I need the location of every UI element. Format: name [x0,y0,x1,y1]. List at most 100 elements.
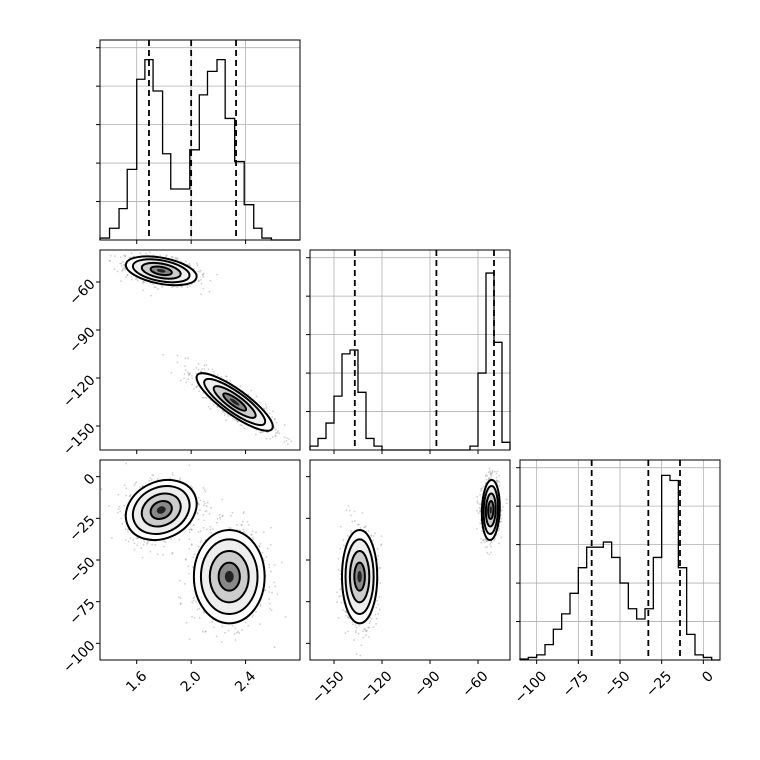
scatter-point [270,609,273,612]
scatter-point [345,611,348,614]
scatter-point [179,379,182,382]
scatter-point [205,397,208,399]
scatter-point [170,538,172,541]
scatter-point [491,471,494,474]
scatter-point [494,537,496,540]
scatter-point [133,542,136,545]
scatter-point [265,556,268,558]
scatter-point [242,511,245,513]
scatter-point [496,479,498,482]
joint-content [100,251,293,445]
scatter-point [201,368,203,370]
scatter-point [165,255,167,258]
scatter-point [489,543,492,545]
scatter-point [379,544,382,547]
scatter-point [140,547,143,550]
joint-panel-p0-p2 [99,459,301,661]
scatter-point [244,621,247,624]
scatter-point [273,564,276,566]
scatter-point [188,262,191,265]
scatter-point [108,504,111,507]
scatter-point [198,280,200,282]
scatter-point [192,597,195,600]
scatter-point [235,631,238,634]
scatter-point [353,639,355,641]
contour-line [131,485,191,536]
scatter-point [273,646,276,649]
scatter-point [270,526,272,529]
histogram-p0 [99,58,300,241]
scatter-point [200,293,202,296]
scatter-point [120,280,123,282]
scatter-point [363,526,366,529]
scatter-point [110,537,113,539]
scatter-point [183,373,186,376]
scatter-point [372,539,375,542]
scatter-point [198,617,201,619]
scatter-point [361,511,364,514]
scatter-point [195,372,198,375]
scatter-point [480,537,483,540]
scatter-point [247,523,250,526]
scatter-point [234,639,237,641]
scatter-point [210,532,213,534]
scatter-point [129,495,131,498]
scatter-point [204,630,207,633]
scatter-point [246,618,248,621]
scatter-point [222,514,224,517]
scatter-point [275,432,277,434]
scatter-point [372,535,375,537]
scatter-point [367,636,370,638]
scatter-point [186,371,189,374]
scatter-point [117,493,120,496]
scatter-point [116,511,119,514]
scatter-point [263,589,266,592]
scatter-point [119,256,122,259]
scatter-point [117,508,120,510]
scatter-point [225,419,227,422]
scatter-point [353,520,356,522]
scatter-point [188,638,191,641]
scatter-point [204,510,207,513]
scatter-point [478,503,481,506]
contour-line [195,372,274,432]
scatter-point [339,547,342,550]
scatter-point [136,279,139,282]
scatter-point [268,563,271,566]
scatter-point [219,518,222,520]
scatter-point [159,254,162,257]
scatter-point [135,481,138,484]
scatter-point [195,600,197,603]
scatter-point [274,418,276,421]
scatter-point [271,436,274,438]
scatter-point [229,379,232,382]
scatter-point [203,488,206,491]
scatter-point [200,278,202,281]
scatter-point [196,512,199,515]
scatter-point [231,624,234,627]
scatter-point [154,544,157,546]
contour-line [353,561,366,592]
scatter-point [357,523,360,526]
scatter-point [171,551,174,554]
scatter-point [259,401,261,404]
scatter-point [239,424,242,426]
scatter-point [171,256,174,259]
scatter-point [485,540,488,542]
scatter-point [142,543,145,546]
scatter-point [130,278,133,281]
scatter-point [480,488,483,491]
scatter-point [123,255,126,258]
scatter-point [234,627,236,630]
scatter-point [127,528,129,531]
scatter-point [274,435,277,438]
scatter-point [202,504,205,507]
scatter-point [139,252,142,254]
joint-frame [99,249,301,451]
scatter-point [129,256,132,259]
scatter-point [220,375,223,378]
scatter-point [283,441,286,443]
scatter-point [198,607,201,610]
scatter-point [339,588,342,591]
scatter-point [177,596,180,599]
